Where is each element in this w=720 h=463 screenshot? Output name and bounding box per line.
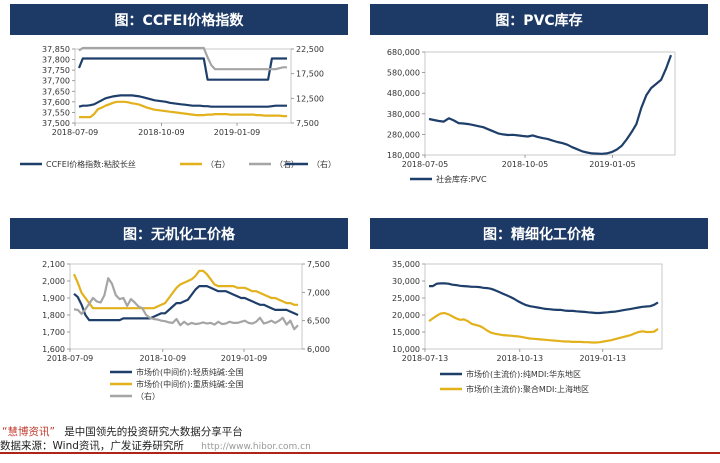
- y-tick-label: 1,600: [42, 345, 65, 354]
- legend-label: 市场价(中间价):重质纯碱:全国: [136, 379, 244, 389]
- y-tick-label: 37,700: [42, 77, 70, 86]
- chart-title-banner: 图：无机化工价格: [10, 218, 348, 249]
- x-tick-label: 2018-10-13: [497, 354, 544, 363]
- x-tick-label: 2018-07-09: [52, 128, 99, 137]
- y-tick-label: 37,800: [42, 56, 70, 65]
- y2-tick-label: 7,000: [307, 288, 330, 297]
- y-tick-label: 30,000: [392, 277, 420, 286]
- legend-label: 市场价(中间价):轻质纯碱:全国: [136, 367, 244, 377]
- legend-label: （右）: [206, 159, 230, 169]
- series-line: [428, 311, 659, 344]
- y-tick-label: 2,100: [42, 260, 65, 269]
- series-line: [429, 282, 659, 315]
- plot-frame: [74, 48, 292, 124]
- y-tick-label: 580,000: [387, 69, 420, 78]
- plot-frame: [69, 263, 303, 350]
- y-tick-label: 35,000: [392, 260, 420, 269]
- ccfei-chart: 37,50037,55037,60037,65037,70037,75037,8…: [20, 45, 336, 169]
- chart-title: 图：CCFEI价格指数: [114, 12, 244, 29]
- source-url[interactable]: http://www.hibor.com.cn: [201, 442, 311, 452]
- data-source: 数据来源：Wind资讯，广发证券研究所: [0, 440, 184, 452]
- chart-title: 图：PVC库存: [495, 12, 583, 29]
- series-line: [77, 57, 287, 81]
- y-tick-label: 480,000: [387, 89, 420, 98]
- y-tick-label: 10,000: [392, 345, 420, 354]
- y-tick-label: 15,000: [392, 328, 420, 337]
- y-tick-label: 37,550: [42, 108, 70, 117]
- y-tick-label: 680,000: [387, 48, 420, 57]
- footer-divider: [0, 452, 720, 454]
- y2-tick-label: 7,500: [307, 260, 330, 269]
- y-tick-label: 1,700: [42, 328, 65, 337]
- chart-title-banner: 图：CCFEI价格指数: [10, 4, 348, 35]
- series-line: [73, 277, 299, 331]
- y2-tick-label: 7,500: [296, 119, 319, 128]
- legend-label: （右）: [136, 391, 160, 401]
- series-line: [78, 94, 287, 108]
- y-tick-label: 20,000: [392, 311, 420, 320]
- y-tick-label: 25,000: [392, 294, 420, 303]
- legend-label: 市场价(主流价):纯MDI:华东地区: [466, 369, 581, 379]
- y2-tick-label: 6,500: [307, 317, 330, 326]
- footer-source-line: 数据来源：Wind资讯，广发证券研究所 http://www.hibor.com…: [0, 438, 720, 453]
- series-line: [78, 46, 287, 71]
- y-tick-label: 2,000: [42, 277, 65, 286]
- x-tick-label: 2018-07-09: [47, 354, 94, 363]
- x-tick-label: 2018-10-09: [138, 128, 185, 137]
- x-tick-label: 2019-01-09: [214, 128, 261, 137]
- x-tick-label: 2018-07-05: [402, 160, 449, 169]
- y-tick-label: 37,750: [42, 66, 70, 75]
- y2-tick-label: 17,500: [296, 70, 324, 79]
- panel-ccfei: 图：CCFEI价格指数 37,500 37,550 37,600 37,650 37,7…: [10, 4, 348, 209]
- panel-inorganic: 图：无机化工价格 1,600 1,700 1,800 1,900 2,000 2,100 6…: [10, 218, 348, 414]
- brand-name[interactable]: “慧博资讯”: [2, 426, 55, 438]
- chart-title-banner: 图：PVC库存: [370, 4, 708, 35]
- footer-brand-line: “慧博资讯” 是中国领先的投资研究大数据分享平台: [0, 424, 720, 439]
- x-tick-label: 2018-10-09: [140, 354, 187, 363]
- y-tick-label: 1,900: [42, 294, 65, 303]
- series-line: [79, 100, 287, 119]
- y2-tick-label: 6,000: [307, 345, 330, 354]
- legend-label: 社会库存:PVC: [436, 174, 487, 184]
- y-tick-label: 37,500: [42, 119, 70, 128]
- plot-frame: [424, 51, 676, 156]
- y-tick-label: 37,850: [42, 45, 70, 54]
- x-tick-label: 2019-01-09: [221, 354, 268, 363]
- series-line: [72, 269, 298, 310]
- chart-title-banner: 图：精细化工价格: [370, 218, 708, 249]
- chart-title: 图：精细化工价格: [483, 226, 595, 243]
- y-tick-label: 1,800: [42, 311, 65, 320]
- pvc-chart: 180,000 280,000 380,000 480,000 580,000 680,0…: [387, 48, 676, 184]
- panel-fine: 图：精细化工价格 10,000 15,000 20,000 25,000 30,000 3…: [370, 218, 708, 414]
- series-line: [73, 284, 299, 322]
- inorganic-chart: 1,600 1,700 1,800 1,900 2,000 2,100 6,000 6,500…: [42, 260, 330, 401]
- chart-title: 图：无机化工价格: [123, 226, 235, 243]
- brand-slogan: 是中国领先的投资研究大数据分享平台: [64, 426, 243, 438]
- legend-label: 市场价(主流价):聚合MDI:上海地区: [466, 384, 589, 394]
- y2-tick-label: 12,500: [296, 94, 324, 103]
- x-tick-label: 2018-07-13: [402, 354, 449, 363]
- y-tick-label: 280,000: [387, 130, 420, 139]
- x-tick-label: 2019-01-13: [580, 354, 627, 363]
- x-tick-label: 2019-01-05: [589, 160, 636, 169]
- series-line: [428, 54, 673, 155]
- y-tick-label: 180,000: [387, 151, 420, 160]
- x-tick-label: 2018-10-05: [502, 160, 549, 169]
- legend-label: CCFEI价格指数:粘胶长丝: [46, 159, 136, 169]
- y2-tick-label: 22,500: [296, 45, 324, 54]
- plot-frame: [424, 263, 663, 350]
- y-tick-label: 37,650: [42, 87, 70, 96]
- y-tick-label: 37,600: [42, 98, 70, 107]
- legend-label: （右）: [312, 159, 336, 169]
- y-tick-label: 380,000: [387, 110, 420, 119]
- fine-chart: 10,000 15,000 20,000 25,000 30,000 35,000 2018…: [392, 260, 663, 394]
- panel-pvc: 图：PVC库存 180,000 280,000 380,000 480,000 580,…: [370, 4, 708, 209]
